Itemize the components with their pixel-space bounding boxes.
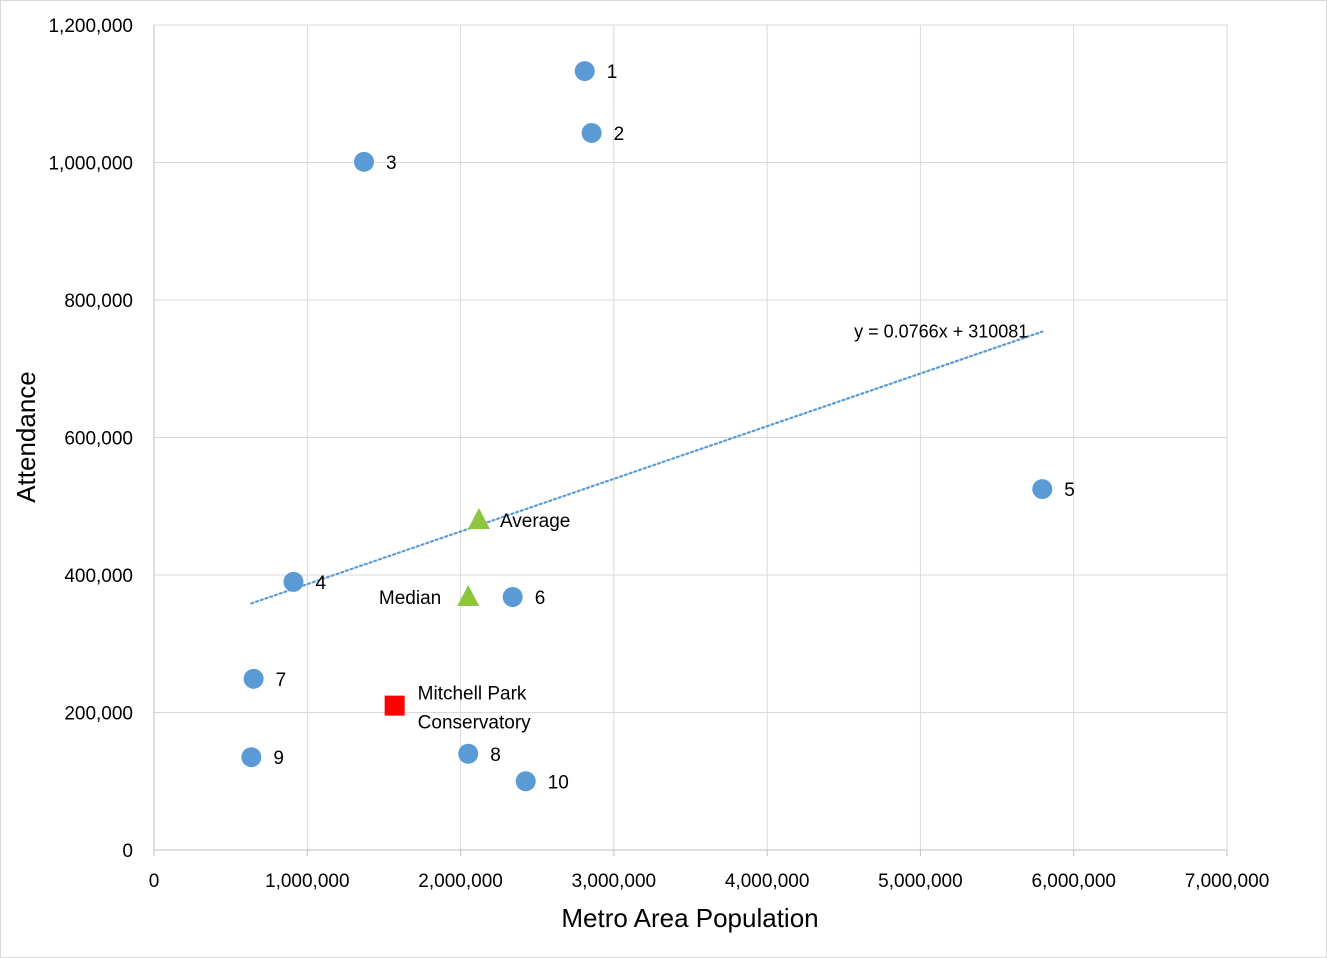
data-point-7 [243, 668, 264, 689]
point-label-7: 7 [276, 670, 287, 691]
data-point-3 [354, 151, 375, 172]
point-label-3: 3 [386, 153, 397, 174]
y-tick-label: 800,000 [64, 291, 133, 312]
data-point-5 [1032, 479, 1053, 500]
x-tick-label: 7,000,000 [1185, 871, 1270, 892]
x-tick-label: 1,000,000 [265, 871, 350, 892]
x-tick-label: 6,000,000 [1031, 871, 1116, 892]
y-tick-label: 1,200,000 [48, 16, 133, 37]
y-tick-label: 400,000 [64, 566, 133, 587]
data-point-1 [574, 61, 595, 82]
data-point-median [457, 585, 480, 606]
point-label-mitchell-park-conservatory: Conservatory [418, 713, 531, 734]
data-point-mitchell-park-conservatory [384, 695, 405, 716]
point-label-8: 8 [490, 745, 501, 766]
point-label-2: 2 [614, 124, 625, 145]
data-point-2 [581, 122, 602, 143]
data-point-4 [283, 571, 304, 592]
point-labels: y = 0.0766x + 310081 1 2 3 4 5 6 7 8 9 10 Average Me… [273, 62, 1075, 793]
tick-labels: 0 1,000,000 2,000,000 3,000,000 4,000,000 5,0… [48, 16, 1269, 892]
y-tick-label: 1,000,000 [48, 154, 133, 175]
point-label-average: Average [500, 511, 570, 532]
data-points [241, 61, 1053, 792]
x-tick-label: 3,000,000 [572, 871, 657, 892]
data-point-10 [515, 771, 536, 792]
point-label-4: 4 [315, 573, 326, 594]
point-label-5: 5 [1064, 480, 1075, 501]
x-tick-label: 2,000,000 [418, 871, 503, 892]
point-label-6: 6 [535, 588, 546, 609]
trendline [250, 330, 1044, 605]
x-tick-label: 0 [149, 871, 160, 892]
y-tick-label: 200,000 [64, 704, 133, 725]
data-point-9 [241, 747, 262, 768]
y-axis-title: Attendance [11, 371, 41, 503]
data-point-average [467, 508, 490, 529]
data-point-6 [502, 587, 523, 607]
point-label-10: 10 [548, 772, 569, 793]
x-tick-label: 4,000,000 [725, 871, 810, 892]
axes [153, 25, 1228, 856]
data-point-8 [458, 743, 479, 764]
trendline-layer [250, 330, 1044, 605]
y-tick-label: 0 [122, 841, 133, 862]
point-label-1: 1 [607, 62, 618, 83]
y-tick-label: 600,000 [64, 429, 133, 450]
point-label-mitchell-park-conservatory: Mitchell Park [418, 684, 527, 705]
point-label-median: Median [379, 588, 441, 609]
point-label-9: 9 [273, 748, 284, 769]
gridlines [154, 24, 1228, 850]
x-axis-title: Metro Area Population [561, 903, 818, 933]
trendline-equation: y = 0.0766x + 310081 [854, 322, 1028, 342]
x-tick-label: 5,000,000 [878, 871, 963, 892]
